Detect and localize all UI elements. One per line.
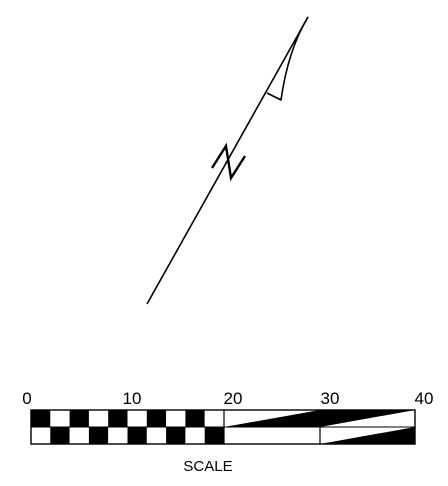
scale-diagonal-6 <box>146 410 167 427</box>
scale-segment-30-40 <box>320 410 415 444</box>
scale-cell-top-1 <box>50 410 70 427</box>
scale-cell-bottom-4 <box>108 427 128 444</box>
scale-tick-label-30: 30 <box>321 389 340 408</box>
scale-diagonal-4 <box>108 410 128 427</box>
scale-diagonal-5 <box>127 427 147 444</box>
scale-cell-top-7 <box>166 410 186 427</box>
scale-tick-label-40: 40 <box>415 389 434 408</box>
scale-diagonal-1 <box>50 427 70 444</box>
scale-cell-bottom-8 <box>185 427 205 444</box>
north-symbol-icon <box>210 142 247 182</box>
scale-cell-top-5 <box>127 410 147 427</box>
north-arrow-head <box>266 16 309 101</box>
scale-checker-section <box>31 410 224 444</box>
scale-diagonal-7 <box>166 427 186 444</box>
scale-cell-top-3 <box>88 410 109 427</box>
scale-diagonal-8 <box>185 410 205 427</box>
scale-bar: 0 10 20 30 40 SCALE <box>22 389 433 475</box>
scale-cell-bottom-6 <box>146 427 167 444</box>
scale-tick-label-0: 0 <box>22 389 31 408</box>
north-arrow <box>146 16 309 305</box>
scale-diagonal-2 <box>69 410 89 427</box>
scale-diagonal-3 <box>88 427 109 444</box>
scale-cell-bottom-2 <box>69 427 89 444</box>
scale-cell-top-9 <box>204 410 224 427</box>
scale-caption: SCALE <box>183 458 232 475</box>
scale-tick-label-20: 20 <box>224 389 243 408</box>
scale-segment-20-30 <box>224 410 320 444</box>
scale-diagonal-9 <box>204 427 224 444</box>
scale-diagonal-0 <box>31 410 51 427</box>
scale-tick-label-10: 10 <box>123 389 142 408</box>
scale-cell-bottom-0 <box>31 427 51 444</box>
